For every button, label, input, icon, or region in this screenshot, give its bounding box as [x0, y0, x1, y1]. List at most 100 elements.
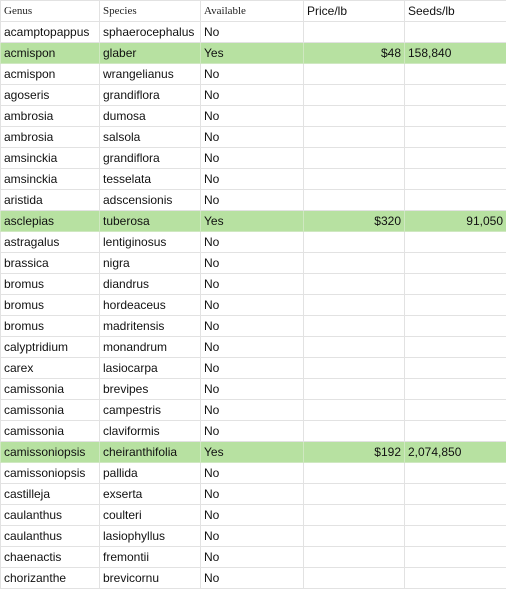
cell-genus[interactable]: ambrosia [0, 105, 100, 127]
cell-species[interactable]: nigra [99, 252, 201, 274]
cell-species[interactable]: sphaerocephalus [99, 21, 201, 43]
cell-genus[interactable]: astragalus [0, 231, 100, 253]
cell-genus[interactable]: bromus [0, 273, 100, 295]
cell-genus[interactable]: amsinckia [0, 147, 100, 169]
header-genus[interactable]: Genus [0, 0, 100, 22]
cell-seeds[interactable] [404, 84, 506, 106]
cell-price[interactable] [303, 567, 405, 589]
cell-price[interactable] [303, 147, 405, 169]
cell-species[interactable]: brevipes [99, 378, 201, 400]
cell-available[interactable]: No [200, 63, 304, 85]
cell-available[interactable]: No [200, 189, 304, 211]
cell-genus[interactable]: castilleja [0, 483, 100, 505]
cell-seeds[interactable] [404, 189, 506, 211]
cell-price[interactable] [303, 357, 405, 379]
cell-available[interactable]: No [200, 420, 304, 442]
cell-species[interactable]: grandiflora [99, 84, 201, 106]
cell-genus[interactable]: acmispon [0, 63, 100, 85]
cell-price[interactable] [303, 525, 405, 547]
cell-available[interactable]: No [200, 21, 304, 43]
cell-species[interactable]: lentiginosus [99, 231, 201, 253]
cell-price[interactable]: $320 [303, 210, 405, 232]
cell-seeds[interactable] [404, 315, 506, 337]
cell-available[interactable]: No [200, 336, 304, 358]
cell-genus[interactable]: acmispon [0, 42, 100, 64]
cell-available[interactable]: No [200, 546, 304, 568]
cell-price[interactable] [303, 420, 405, 442]
cell-price[interactable] [303, 399, 405, 421]
cell-price[interactable] [303, 336, 405, 358]
cell-seeds[interactable] [404, 63, 506, 85]
cell-available[interactable]: No [200, 147, 304, 169]
cell-available[interactable]: No [200, 399, 304, 421]
cell-seeds[interactable] [404, 273, 506, 295]
cell-species[interactable]: cheiranthifolia [99, 441, 201, 463]
cell-species[interactable]: salsola [99, 126, 201, 148]
cell-genus[interactable]: carex [0, 357, 100, 379]
cell-price[interactable] [303, 504, 405, 526]
cell-seeds[interactable] [404, 483, 506, 505]
cell-species[interactable]: wrangelianus [99, 63, 201, 85]
cell-seeds[interactable]: 2,074,850 [404, 441, 506, 463]
cell-species[interactable]: monandrum [99, 336, 201, 358]
cell-species[interactable]: exserta [99, 483, 201, 505]
cell-price[interactable] [303, 378, 405, 400]
cell-price[interactable] [303, 126, 405, 148]
cell-price[interactable] [303, 462, 405, 484]
cell-genus[interactable]: chaenactis [0, 546, 100, 568]
cell-available[interactable]: No [200, 483, 304, 505]
cell-seeds[interactable] [404, 546, 506, 568]
cell-price[interactable] [303, 189, 405, 211]
cell-price[interactable] [303, 231, 405, 253]
cell-genus[interactable]: ambrosia [0, 126, 100, 148]
cell-species[interactable]: pallida [99, 462, 201, 484]
cell-genus[interactable]: aristida [0, 189, 100, 211]
cell-price[interactable] [303, 252, 405, 274]
cell-genus[interactable]: camissonia [0, 420, 100, 442]
cell-seeds[interactable] [404, 147, 506, 169]
cell-available[interactable]: No [200, 126, 304, 148]
cell-available[interactable]: No [200, 504, 304, 526]
cell-genus[interactable]: calyptridium [0, 336, 100, 358]
cell-genus[interactable]: camissoniopsis [0, 462, 100, 484]
cell-species[interactable]: diandrus [99, 273, 201, 295]
cell-genus[interactable]: bromus [0, 315, 100, 337]
cell-available[interactable]: No [200, 84, 304, 106]
header-available[interactable]: Available [200, 0, 304, 22]
cell-seeds[interactable] [404, 105, 506, 127]
cell-seeds[interactable] [404, 399, 506, 421]
cell-price[interactable] [303, 84, 405, 106]
cell-genus[interactable]: amsinckia [0, 168, 100, 190]
cell-species[interactable]: brevicornu [99, 567, 201, 589]
cell-genus[interactable]: caulanthus [0, 504, 100, 526]
cell-seeds[interactable] [404, 567, 506, 589]
cell-seeds[interactable] [404, 378, 506, 400]
cell-species[interactable]: coulteri [99, 504, 201, 526]
cell-seeds[interactable] [404, 168, 506, 190]
cell-genus[interactable]: camissonia [0, 378, 100, 400]
cell-price[interactable] [303, 294, 405, 316]
cell-available[interactable]: No [200, 525, 304, 547]
cell-genus[interactable]: bromus [0, 294, 100, 316]
cell-available[interactable]: No [200, 105, 304, 127]
cell-available[interactable]: No [200, 357, 304, 379]
cell-price[interactable] [303, 546, 405, 568]
cell-seeds[interactable] [404, 462, 506, 484]
cell-species[interactable]: tuberosa [99, 210, 201, 232]
cell-species[interactable]: lasiocarpa [99, 357, 201, 379]
cell-seeds[interactable] [404, 525, 506, 547]
cell-available[interactable]: Yes [200, 441, 304, 463]
cell-seeds[interactable] [404, 126, 506, 148]
cell-available[interactable]: No [200, 315, 304, 337]
header-species[interactable]: Species [99, 0, 201, 22]
cell-species[interactable]: adscensionis [99, 189, 201, 211]
cell-species[interactable]: fremontii [99, 546, 201, 568]
cell-available[interactable]: No [200, 273, 304, 295]
cell-price[interactable] [303, 483, 405, 505]
cell-seeds[interactable] [404, 357, 506, 379]
cell-seeds[interactable] [404, 420, 506, 442]
cell-genus[interactable]: agoseris [0, 84, 100, 106]
cell-available[interactable]: Yes [200, 42, 304, 64]
cell-available[interactable]: No [200, 378, 304, 400]
cell-species[interactable]: glaber [99, 42, 201, 64]
